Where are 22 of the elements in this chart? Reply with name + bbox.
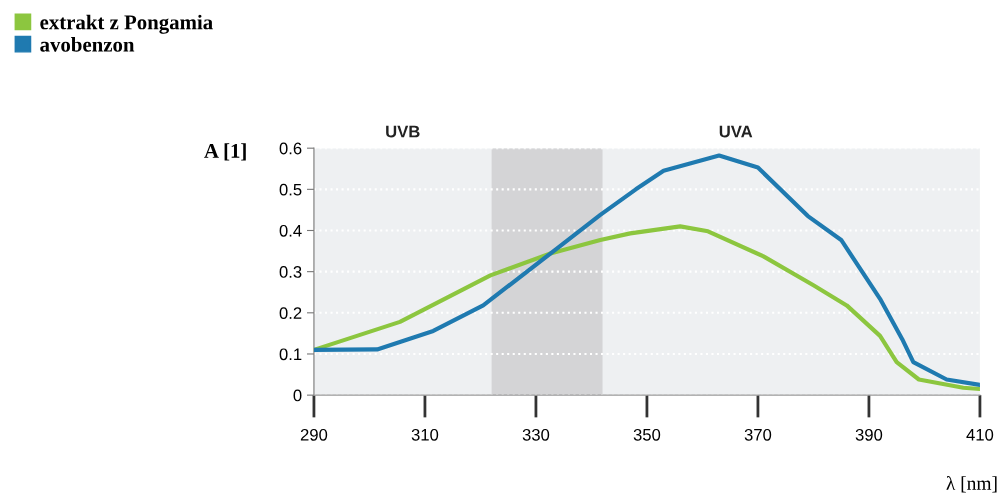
y-tick-label: 0.2 xyxy=(279,307,302,320)
x-tick-label: 350 xyxy=(633,428,661,441)
y-tick-label: 0.6 xyxy=(279,142,302,155)
line-series xyxy=(313,153,980,387)
x-tick-label: 290 xyxy=(300,428,328,441)
y-tick-label: 0.4 xyxy=(279,224,302,237)
y-tick-label: 0 xyxy=(293,389,302,402)
legend-label: extrakt z Pongamia xyxy=(40,14,213,34)
y-tick-label: 0.1 xyxy=(279,348,302,361)
y-tick-label: 0.3 xyxy=(279,266,302,278)
x-axis-title: λ [nm] xyxy=(946,476,997,493)
line-series xyxy=(313,224,980,392)
y-tick-label: 0.5 xyxy=(279,183,302,196)
x-tick-label: 370 xyxy=(744,428,772,441)
x-tick-label: 330 xyxy=(522,428,550,441)
band-label: UVA xyxy=(719,125,753,138)
x-tick-label: 410 xyxy=(966,428,994,441)
legend-label: avobenzon xyxy=(40,37,135,52)
y-axis-title: A [1] xyxy=(204,143,246,161)
x-tick-label: 390 xyxy=(855,428,883,441)
band-label: UVB xyxy=(386,125,420,138)
x-tick-label: 310 xyxy=(411,428,439,441)
